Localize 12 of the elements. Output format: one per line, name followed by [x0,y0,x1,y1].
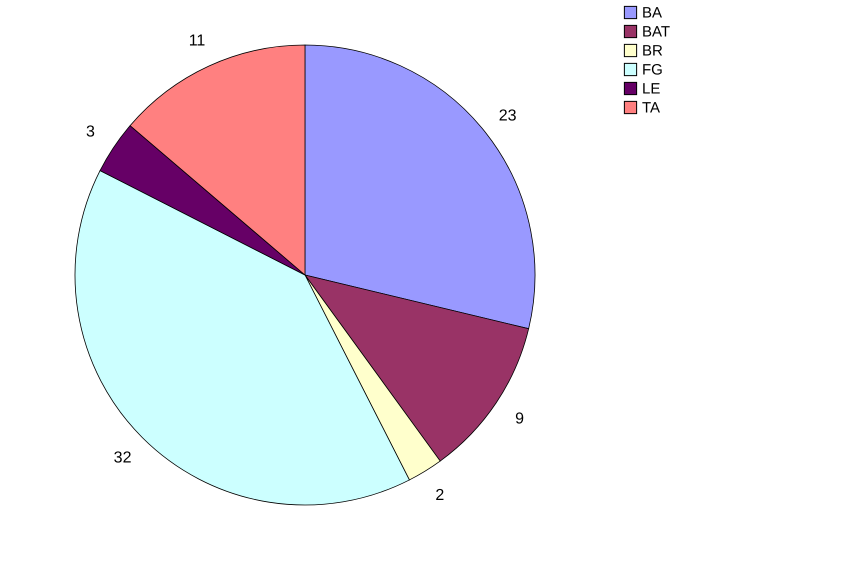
data-label: 2 [435,486,444,504]
legend-label: BA [642,4,662,22]
legend-label: BR [642,42,664,60]
legend-label: BAT [642,24,670,40]
data-label: 23 [498,107,517,124]
data-label: 32 [114,449,132,466]
data-label: 11 [188,32,206,50]
data-label: 3 [86,124,96,141]
legend-label: LE [642,80,660,98]
legend-label: TA [642,100,660,116]
data-label: 9 [515,410,524,428]
legend-label: FG [642,62,663,78]
